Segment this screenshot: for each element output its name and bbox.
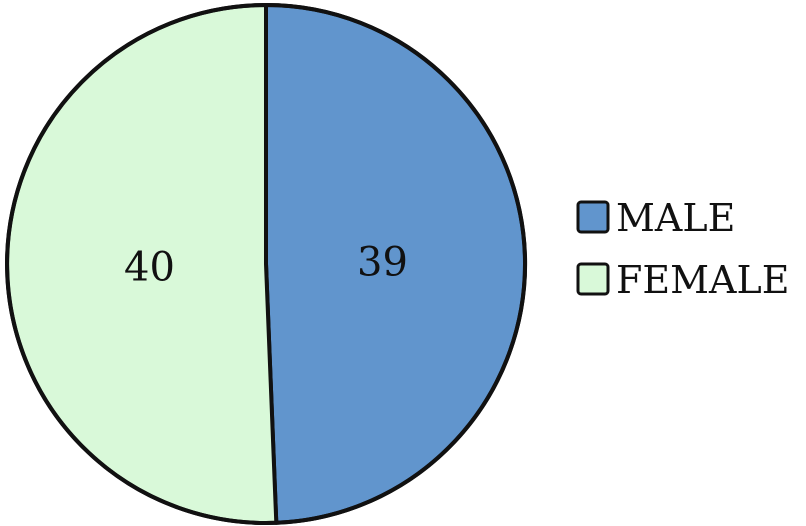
pie-slices	[5, 3, 528, 525]
legend-item-female: FEMALE	[576, 258, 789, 302]
pie-outline	[5, 3, 527, 525]
data-label-female: 40	[124, 244, 175, 290]
slice-data-labels: 39 40	[124, 240, 408, 291]
legend-label-male: MALE	[616, 196, 735, 240]
data-label-male: 39	[357, 240, 408, 286]
legend-item-male: MALE	[576, 196, 735, 240]
legend-swatch-female	[576, 262, 610, 296]
legend-swatch-male	[576, 200, 610, 234]
legend-label-female: FEMALE	[616, 258, 789, 302]
legend: MALE FEMALE	[576, 196, 789, 302]
